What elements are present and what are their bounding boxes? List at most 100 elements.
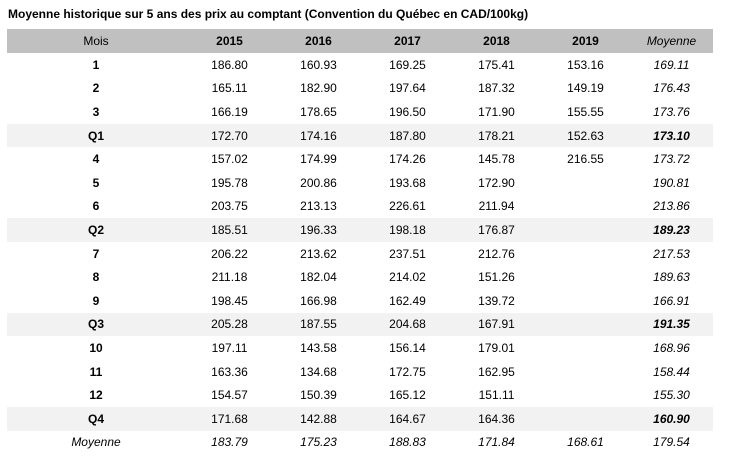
table-row-7: 7 206.22 213.62 237.51 212.76 217.53 bbox=[7, 242, 713, 266]
value-cell: 182.90 bbox=[300, 81, 337, 96]
value-cell: 169.11 bbox=[653, 57, 690, 72]
value-cell: 213.86 bbox=[653, 199, 690, 214]
row-label: 12 bbox=[89, 388, 103, 403]
value-cell: 174.26 bbox=[389, 152, 426, 167]
value-cell: 187.32 bbox=[478, 81, 515, 96]
value-cell: 151.26 bbox=[478, 270, 515, 285]
value-cell bbox=[541, 265, 630, 289]
value-cell: 157.02 bbox=[211, 152, 248, 167]
value-cell: 195.78 bbox=[211, 175, 248, 190]
row-label: 10 bbox=[89, 340, 103, 355]
value-cell: 198.18 bbox=[389, 222, 426, 237]
value-cell: 211.94 bbox=[478, 199, 515, 214]
value-cell bbox=[541, 360, 630, 384]
value-cell: 156.14 bbox=[389, 340, 426, 355]
value-cell: 226.61 bbox=[389, 199, 426, 214]
value-cell: 205.28 bbox=[211, 317, 248, 332]
value-cell: 151.11 bbox=[478, 388, 515, 403]
table-row-q1: Q1 172.70 174.16 187.80 178.21 152.63 173.10 bbox=[7, 123, 713, 148]
value-cell: 172.75 bbox=[389, 364, 426, 379]
value-cell: 174.99 bbox=[300, 152, 337, 167]
value-cell: 186.80 bbox=[211, 57, 248, 72]
value-cell: 154.57 bbox=[211, 388, 248, 403]
value-cell bbox=[541, 407, 630, 431]
header-row: Mois 2015 2016 2017 2018 2019 Moyenne bbox=[7, 29, 713, 53]
table-row-12: 12 154.57 150.39 165.12 151.11 155.30 bbox=[7, 383, 713, 407]
value-cell: 162.95 bbox=[478, 364, 515, 379]
value-cell bbox=[541, 336, 630, 360]
row-label: 6 bbox=[92, 199, 100, 214]
value-cell: 198.45 bbox=[211, 293, 248, 308]
value-cell: 168.61 bbox=[567, 435, 604, 450]
value-cell: 164.67 bbox=[389, 411, 426, 426]
value-cell bbox=[541, 289, 630, 313]
column-header-2017: 2017 bbox=[394, 34, 421, 48]
row-label: 9 bbox=[92, 293, 100, 308]
value-cell: 165.12 bbox=[389, 388, 426, 403]
column-header-2019: 2019 bbox=[572, 34, 599, 48]
value-cell: 166.98 bbox=[300, 293, 337, 308]
value-cell: 175.41 bbox=[478, 57, 515, 72]
value-cell: 237.51 bbox=[389, 246, 426, 261]
table-row-11: 11 163.36 134.68 172.75 162.95 158.44 bbox=[7, 360, 713, 384]
column-header-moyenne: Moyenne bbox=[646, 34, 697, 48]
column-header-2015: 2015 bbox=[216, 34, 243, 48]
value-cell bbox=[541, 383, 630, 407]
value-cell: 196.33 bbox=[300, 222, 337, 237]
table-row-5: 5 195.78 200.86 193.68 172.90 190.81 bbox=[7, 171, 713, 195]
table-title: Moyenne historique sur 5 ans des prix au… bbox=[8, 7, 529, 21]
value-cell: 178.21 bbox=[478, 128, 515, 143]
value-cell: 172.70 bbox=[211, 128, 248, 143]
row-label: 2 bbox=[92, 81, 100, 96]
value-cell bbox=[541, 171, 630, 195]
table-row-q4: Q4 171.68 142.88 164.67 164.36 160.90 bbox=[7, 406, 713, 431]
value-cell: 169.25 bbox=[389, 57, 426, 72]
table-row-1: 1 186.80 160.93 169.25 175.41 153.16 169.11 bbox=[7, 53, 713, 77]
value-cell bbox=[541, 313, 630, 337]
row-label: 7 bbox=[92, 246, 100, 261]
value-cell: 189.23 bbox=[653, 222, 690, 237]
value-cell: 166.91 bbox=[653, 293, 690, 308]
column-header-2018: 2018 bbox=[483, 34, 510, 48]
value-cell: 187.55 bbox=[300, 317, 337, 332]
column-header-2016: 2016 bbox=[305, 34, 332, 48]
value-cell: 168.96 bbox=[653, 340, 690, 355]
value-cell: 189.63 bbox=[653, 270, 690, 285]
value-cell: 182.04 bbox=[300, 270, 337, 285]
value-cell: 158.44 bbox=[653, 364, 690, 379]
value-cell: 185.51 bbox=[211, 222, 248, 237]
value-cell: 155.30 bbox=[653, 388, 690, 403]
row-label: Moyenne bbox=[71, 435, 121, 450]
value-cell: 155.55 bbox=[567, 104, 604, 119]
value-cell: 162.49 bbox=[389, 293, 426, 308]
table-row-8: 8 211.18 182.04 214.02 151.26 189.63 bbox=[7, 265, 713, 289]
value-cell: 150.39 bbox=[300, 388, 337, 403]
value-cell bbox=[541, 242, 630, 266]
table-row-4: 4 157.02 174.99 174.26 145.78 216.55 173.72 bbox=[7, 147, 713, 171]
value-cell: 160.93 bbox=[300, 57, 337, 72]
value-cell: 214.02 bbox=[389, 270, 426, 285]
value-cell: 191.35 bbox=[653, 317, 690, 332]
value-cell: 143.58 bbox=[300, 340, 337, 355]
value-cell: 179.01 bbox=[478, 340, 515, 355]
table-row-q2: Q2 185.51 196.33 198.18 176.87 189.23 bbox=[7, 218, 713, 242]
row-label: 1 bbox=[92, 57, 100, 72]
value-cell: 179.54 bbox=[653, 435, 690, 450]
row-label: 11 bbox=[89, 364, 103, 379]
value-cell: 149.19 bbox=[567, 81, 604, 96]
column-header-mois: Mois bbox=[83, 34, 109, 48]
value-cell: 188.83 bbox=[389, 435, 426, 450]
value-cell: 163.36 bbox=[211, 364, 248, 379]
value-cell: 139.72 bbox=[478, 293, 515, 308]
value-cell: 187.80 bbox=[389, 128, 426, 143]
value-cell: 172.90 bbox=[478, 175, 515, 190]
value-cell: 173.76 bbox=[653, 104, 690, 119]
value-cell: 171.90 bbox=[478, 104, 515, 119]
value-cell: 183.79 bbox=[211, 435, 248, 450]
row-label: 3 bbox=[92, 104, 100, 119]
value-cell: 165.11 bbox=[211, 81, 248, 96]
value-cell: 173.10 bbox=[653, 128, 690, 143]
value-cell: 216.55 bbox=[567, 152, 604, 167]
row-label: Q1 bbox=[87, 128, 104, 143]
value-cell: 152.63 bbox=[567, 128, 604, 143]
